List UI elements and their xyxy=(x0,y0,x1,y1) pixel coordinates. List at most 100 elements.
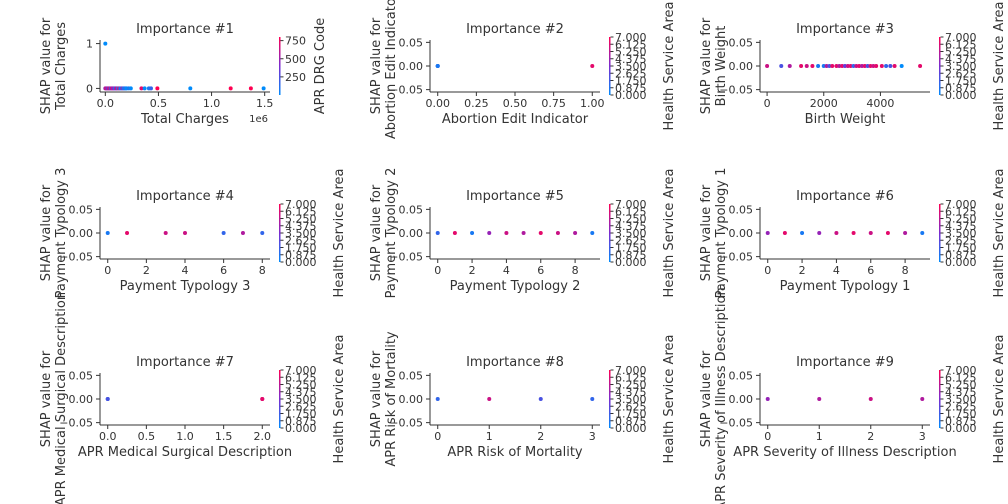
x-tick-label: 4 xyxy=(182,264,189,277)
x-tick-label: 0.50 xyxy=(503,97,528,110)
y-tick-label: −0.05 xyxy=(719,251,753,264)
scatter-point xyxy=(538,397,543,401)
colorbar-tick-label: 6.125 xyxy=(285,371,317,384)
panel-9: Importance #9 0 1 2 3 −0.05 0.00 0.05 APR Severi… xyxy=(699,287,1007,504)
colorbar-label: Health Service Area xyxy=(662,2,677,131)
y-tick-label: 0.00 xyxy=(729,227,754,240)
colorbar-tick-label: 0.000 xyxy=(615,256,647,269)
colorbar-label: Health Service Area xyxy=(992,169,1007,298)
x-tick-label: 0.25 xyxy=(464,97,489,110)
colorbar xyxy=(609,37,611,95)
colorbar-tick-label: 0.875 xyxy=(285,249,317,262)
colorbar-tick-label: 6.125 xyxy=(615,38,647,51)
colorbar-tick-label: 4.375 xyxy=(945,386,977,399)
scatter-point xyxy=(884,64,889,68)
scatter-point xyxy=(845,64,850,68)
colorbar xyxy=(609,204,611,262)
scatter-point xyxy=(452,231,457,235)
x-tick-label: 0 xyxy=(434,264,441,277)
scatter-point xyxy=(105,231,110,235)
scatter-point xyxy=(834,231,839,235)
colorbar-tick-label: 2.625 xyxy=(615,400,647,413)
scatter-point xyxy=(260,397,265,401)
scatter-point xyxy=(851,64,856,68)
x-tick-label: 1 xyxy=(486,430,493,443)
colorbar-tick-label: 7.000 xyxy=(615,198,647,211)
y-axis-label: SHAP value forAPR Medical Surgical Descr… xyxy=(39,292,69,504)
x-axis-label: APR Severity of Illness Description xyxy=(733,445,956,460)
scatter-point xyxy=(435,64,440,68)
colorbar-tick-label: 6.125 xyxy=(945,38,977,51)
y-axis-label: SHAP value forPayment Typology 2 xyxy=(369,168,399,299)
colorbar-tick-label: 2.625 xyxy=(615,67,647,80)
x-axis-label: Payment Typology 2 xyxy=(450,279,581,294)
colorbar-tick-label: 5.250 xyxy=(285,379,317,392)
scatter-point xyxy=(817,397,822,401)
panel-title: Importance #3 xyxy=(796,22,894,37)
scatter-point xyxy=(816,64,821,68)
colorbar-tick-label: 250 xyxy=(285,71,306,84)
colorbar xyxy=(279,370,281,428)
y-axis-label: SHAP value forAbortion Edit Indicator xyxy=(369,0,399,139)
panel-4: Importance #4 0 2 4 6 8 −0.05 0.00 0.05 Payment T… xyxy=(39,168,347,299)
colorbar-tick-label: 5.250 xyxy=(285,213,317,226)
colorbar-tick-label: 1.750 xyxy=(945,408,977,421)
y-tick-label: 0.00 xyxy=(729,60,754,73)
colorbar-tick-label: 1.750 xyxy=(615,408,647,421)
scatter-point xyxy=(470,231,475,235)
scatter-point xyxy=(821,64,826,68)
scatter-point xyxy=(868,231,873,235)
colorbar-tick-label: 0.875 xyxy=(945,82,977,95)
x-tick-label: 8 xyxy=(572,264,579,277)
y-tick-label: −0.05 xyxy=(389,417,423,430)
y-axis-label: SHAP value forPayment Typology 3 xyxy=(39,168,69,299)
x-tick-label: 3 xyxy=(589,430,596,443)
x-tick-label: 4000 xyxy=(866,97,894,110)
colorbar-tick-label: 7.000 xyxy=(945,364,977,377)
colorbar-tick-label: 1.750 xyxy=(615,75,647,88)
x-axis-label: Payment Typology 3 xyxy=(120,279,251,294)
y-axis-label: SHAP value forBirth Weight xyxy=(699,17,729,114)
colorbar-tick-label: 2.625 xyxy=(285,234,317,247)
y-tick-label: −0.05 xyxy=(719,417,753,430)
scatter-point xyxy=(837,64,842,68)
y-axis-label: SHAP value forAPR Severity of Illness De… xyxy=(699,287,729,504)
scatter-point xyxy=(504,231,509,235)
y-tick-label: 0 xyxy=(86,82,93,95)
x-tick-label: 8 xyxy=(259,264,266,277)
scatter-point xyxy=(868,397,873,401)
colorbar-tick-label: 0.000 xyxy=(285,422,317,435)
colorbar-tick-label: 0.875 xyxy=(615,82,647,95)
x-tick-label: 1.0 xyxy=(176,430,194,443)
x-tick-label: 0.0 xyxy=(99,430,117,443)
scatter-point xyxy=(538,231,543,235)
colorbar-tick-label: 0.875 xyxy=(615,249,647,262)
scatter-point xyxy=(590,231,595,235)
colorbar-label: Health Service Area xyxy=(662,169,677,298)
colorbar xyxy=(939,370,941,428)
colorbar-tick-label: 1.750 xyxy=(945,242,977,255)
colorbar-tick-label: 6.125 xyxy=(945,371,977,384)
colorbar-tick-label: 5.250 xyxy=(945,213,977,226)
scatter-point xyxy=(810,64,815,68)
y-tick-label: −0.05 xyxy=(389,251,423,264)
colorbar-tick-label: 3.500 xyxy=(285,227,317,240)
scatter-point xyxy=(128,86,133,91)
scatter-point xyxy=(862,64,867,68)
colorbar-tick-label: 2.625 xyxy=(945,67,977,80)
x-tick-label: 1.0 xyxy=(203,97,221,110)
colorbar-tick-label: 0.000 xyxy=(615,89,647,102)
colorbar-tick-label: 0.000 xyxy=(615,422,647,435)
x-tick-label: 0.00 xyxy=(425,97,450,110)
colorbar-tick-label: 0.000 xyxy=(945,89,977,102)
scatter-point xyxy=(782,231,787,235)
scatter-point xyxy=(860,64,864,68)
scatter-point xyxy=(240,231,245,235)
scatter-point xyxy=(834,64,839,68)
x-tick-label: 1.00 xyxy=(580,97,605,110)
scatter-point xyxy=(918,64,923,68)
x-tick-label: 8 xyxy=(902,264,909,277)
scatter-point xyxy=(103,41,108,46)
scatter-point xyxy=(868,64,873,68)
colorbar xyxy=(279,204,281,262)
